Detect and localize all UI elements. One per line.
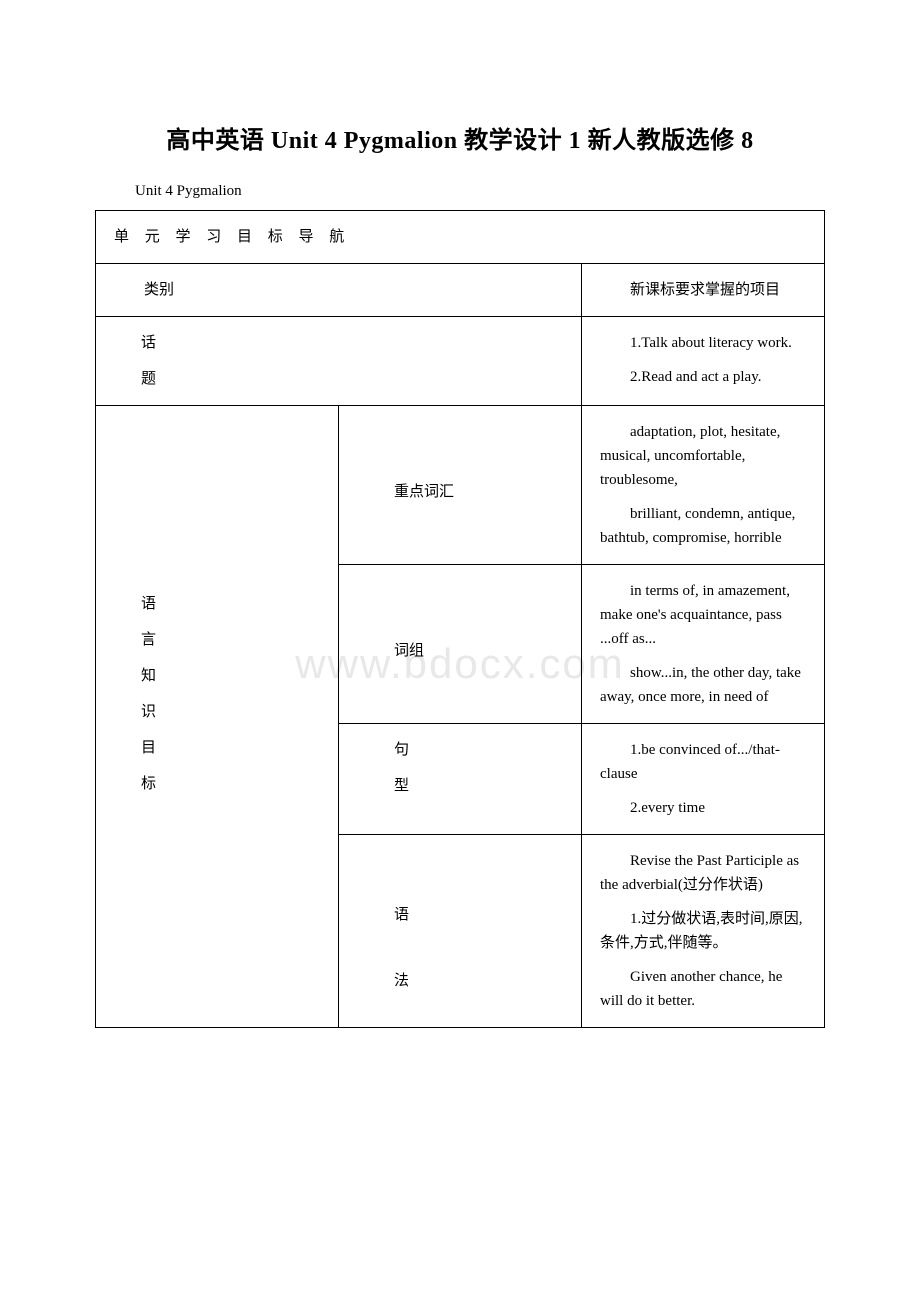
topic-label-cell: 话 题: [96, 317, 582, 406]
sentence-pattern-label-cell: 句 型: [339, 724, 582, 835]
grammar-content-cell: Revise the Past Participle as the adverb…: [582, 835, 825, 1028]
language-knowledge-label-cell: 语 言 知 识 目 标: [96, 406, 339, 1028]
unit-subtitle: Unit 4 Pygmalion: [135, 183, 825, 200]
requirement-header-cell: 新课标要求掌握的项目: [582, 264, 825, 317]
table-header: 单 元 学 习 目 标 导 航: [96, 211, 825, 264]
document-title: 高中英语 Unit 4 Pygmalion 教学设计 1 新人教版选修 8: [95, 120, 825, 155]
key-vocab-label-cell: 重点词汇: [339, 406, 582, 565]
phrases-label-cell: 词组: [339, 565, 582, 724]
sentence-pattern-content-cell: 1.be convinced of.../that-clause 2.every…: [582, 724, 825, 835]
category-header-cell: 类别: [96, 264, 582, 317]
phrases-content-cell: in terms of, in amazement, make one's ac…: [582, 565, 825, 724]
topic-content-cell: 1.Talk about literacy work. 2.Read and a…: [582, 317, 825, 406]
grammar-label-cell: 语 法: [339, 835, 582, 1028]
key-vocab-content-cell: adaptation, plot, hesitate, musical, unc…: [582, 406, 825, 565]
learning-objectives-table: 单 元 学 习 目 标 导 航 类别 新课标要求掌握的项目 话 题 1.Talk…: [95, 210, 825, 1028]
document-content: 高中英语 Unit 4 Pygmalion 教学设计 1 新人教版选修 8 Un…: [95, 120, 825, 1028]
